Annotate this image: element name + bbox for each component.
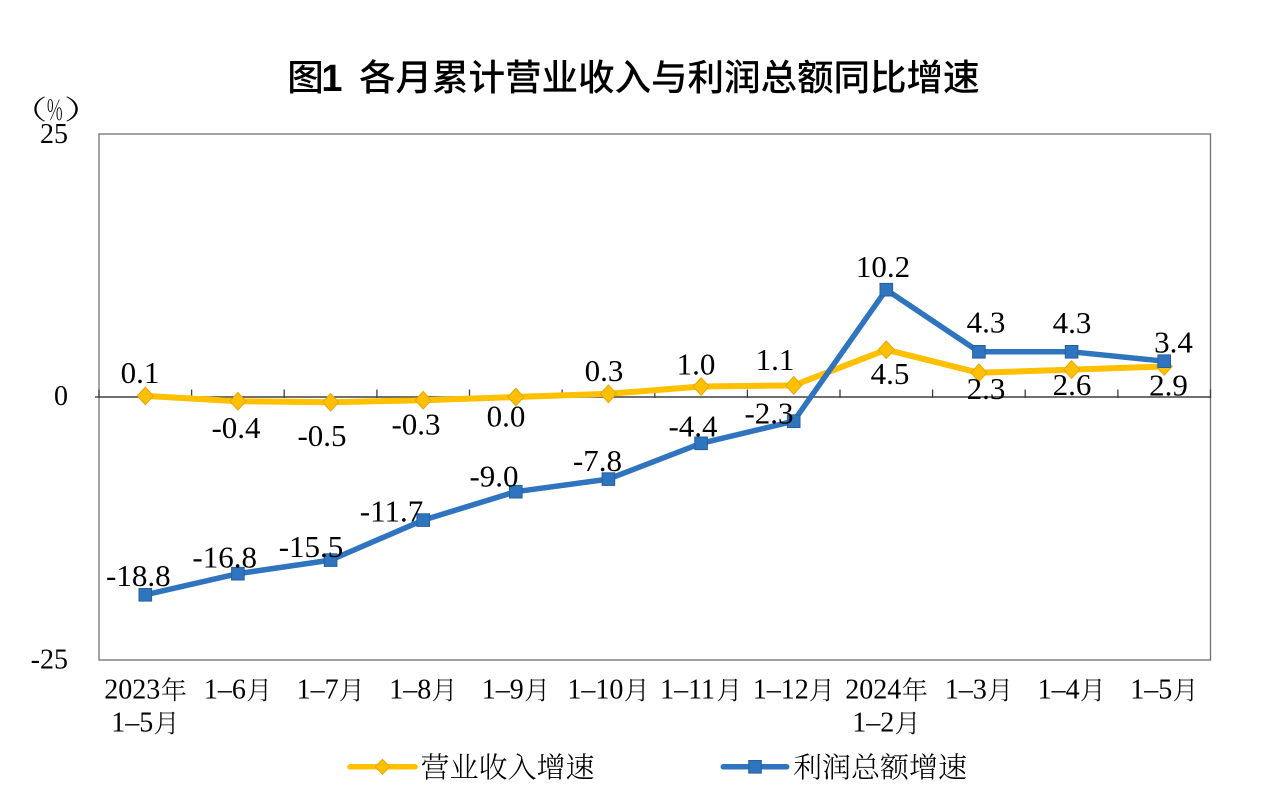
svg-text:25: 25	[40, 119, 68, 150]
svg-text:4.5: 4.5	[871, 356, 910, 391]
svg-text:0.0: 0.0	[487, 399, 526, 434]
svg-text:-7.8: -7.8	[573, 443, 622, 478]
svg-text:1–5: 1–5	[111, 708, 153, 739]
svg-text:2024: 2024	[845, 675, 901, 706]
svg-text:1–12: 1–12	[753, 675, 809, 706]
svg-text:2.9: 2.9	[1149, 368, 1188, 403]
svg-text:1–2: 1–2	[852, 708, 894, 739]
svg-text:1.1: 1.1	[756, 342, 795, 377]
svg-text:2023: 2023	[104, 675, 160, 706]
svg-text:1–7: 1–7	[297, 675, 339, 706]
svg-text:-2.3: -2.3	[744, 396, 793, 431]
svg-text:-0.3: -0.3	[391, 407, 440, 442]
svg-text:0.3: 0.3	[585, 353, 624, 388]
svg-text:-11.7: -11.7	[360, 494, 423, 529]
svg-text:1.0: 1.0	[677, 347, 716, 382]
svg-text:1–11: 1–11	[660, 675, 715, 706]
svg-text:2.3: 2.3	[967, 371, 1006, 406]
svg-text:-4.4: -4.4	[668, 409, 718, 444]
svg-text:0: 0	[54, 381, 68, 412]
svg-text:-16.8: -16.8	[192, 540, 257, 575]
svg-text:-15.5: -15.5	[279, 529, 344, 564]
svg-text:10.2: 10.2	[856, 249, 910, 284]
svg-text:2.6: 2.6	[1053, 367, 1092, 402]
svg-text:1–3: 1–3	[945, 675, 987, 706]
svg-text:-9.0: -9.0	[469, 459, 518, 494]
svg-text:0.1: 0.1	[121, 355, 160, 390]
svg-text:1–8: 1–8	[389, 675, 431, 706]
svg-text:-0.4: -0.4	[211, 410, 261, 445]
svg-text:1–4: 1–4	[1038, 675, 1080, 706]
svg-text:1: 1	[321, 58, 342, 100]
svg-text:-0.5: -0.5	[297, 418, 346, 453]
svg-text:1–5: 1–5	[1130, 675, 1172, 706]
svg-text:4.3: 4.3	[1053, 305, 1092, 340]
svg-text:-25: -25	[31, 645, 68, 676]
svg-text:-18.8: -18.8	[106, 558, 171, 593]
svg-text:3.4: 3.4	[1154, 324, 1193, 359]
svg-text:1–9: 1–9	[482, 675, 524, 706]
svg-text:1–6: 1–6	[204, 675, 246, 706]
svg-text:4.3: 4.3	[967, 305, 1006, 340]
svg-text:1–10: 1–10	[567, 675, 623, 706]
